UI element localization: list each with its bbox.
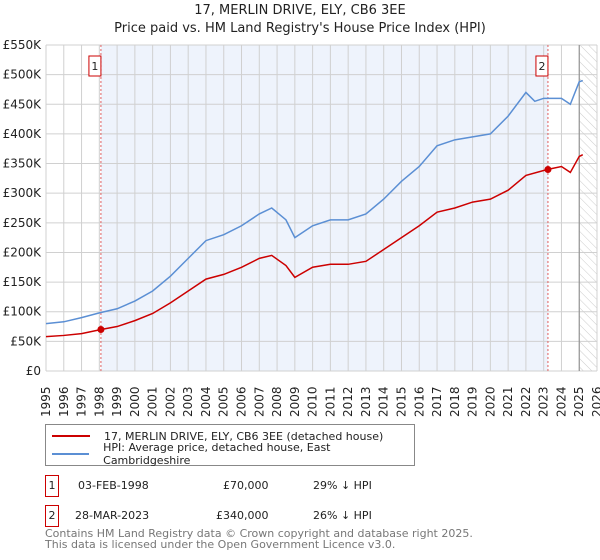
sale-point: [544, 165, 552, 173]
x-tick-label: 2002: [163, 386, 177, 417]
plot-area: 1995 1996 1997 1998 1999 2000 2001 2002 2003 2004…: [3, 38, 600, 417]
x-tick-label: 2004: [199, 386, 213, 417]
legend-swatch-red: [52, 435, 90, 437]
marker-badge: 2: [45, 505, 59, 527]
y-tick-label: £150K: [3, 275, 43, 289]
x-tick-label: 2009: [288, 386, 302, 417]
x-tick-label: 2024: [554, 386, 568, 417]
x-tick-label: 2010: [306, 386, 320, 417]
annotation-label: 1: [91, 60, 98, 73]
x-tick-label: 2018: [448, 386, 462, 417]
x-tick-label: 1996: [57, 386, 71, 417]
annotation-label: 2: [538, 60, 545, 73]
x-tick-label: 1998: [92, 386, 106, 417]
y-tick-label: £0: [26, 364, 41, 378]
annotation-box: [88, 55, 102, 77]
x-tick-label: 2017: [430, 386, 444, 417]
legend: 17, MERLIN DRIVE, ELY, CB6 3EE (detached…: [45, 424, 415, 467]
x-tick-label: 2001: [146, 386, 160, 417]
x-tick-label: 2011: [323, 386, 337, 417]
x-tick-label: 2007: [252, 386, 266, 417]
y-tick-label: £500K: [3, 68, 43, 82]
x-tick-label: 2021: [501, 386, 515, 417]
footer-line-2: This data is licensed under the Open Gov…: [45, 538, 396, 551]
x-tick-label: 2000: [128, 386, 142, 417]
sale-price: £70,000: [223, 479, 269, 492]
marker-badge: 1: [45, 475, 59, 497]
y-tick-label: £300K: [3, 186, 43, 200]
x-tick-label: 2006: [235, 386, 249, 417]
x-tick-label: 2019: [466, 386, 480, 417]
sale-date: 28-MAR-2023: [75, 509, 150, 522]
table-row: 2 28-MAR-2023 £340,000 26% ↓ HPI: [45, 505, 545, 527]
y-tick-label: £350K: [3, 157, 43, 171]
y-tick-label: £200K: [3, 245, 43, 259]
footer-line-1: Contains HM Land Registry data © Crown c…: [45, 527, 473, 540]
sale-date: 03-FEB-1998: [78, 479, 149, 492]
x-tick-label: 2025: [572, 386, 586, 417]
series-line: [45, 79, 584, 325]
x-tick-label: 1995: [39, 386, 53, 417]
legend-swatch-blue: [52, 453, 90, 455]
annotation-box: [535, 55, 549, 77]
footer: Contains HM Land Registry data © Crown c…: [45, 528, 473, 550]
hpi-diff: 29% ↓ HPI: [313, 479, 372, 492]
x-tick-label: 2005: [217, 386, 231, 417]
y-tick-label: £450K: [3, 97, 43, 111]
sale-price: £340,000: [216, 509, 269, 522]
shaded-ownership-period: [100, 45, 548, 371]
x-tick-label: 2022: [519, 386, 533, 417]
hpi-diff: 26% ↓ HPI: [313, 509, 372, 522]
x-tick-label: 2003: [181, 386, 195, 417]
legend-label-hpi: HPI: Average price, detached house, East…: [103, 441, 331, 467]
x-tick-label: 2012: [341, 386, 355, 417]
y-tick-label: £400K: [3, 127, 43, 141]
chart-title: 17, MERLIN DRIVE, ELY, CB6 3EE: [194, 3, 406, 18]
x-tick-label: 1999: [110, 386, 124, 417]
x-tick-label: 2014: [377, 386, 391, 417]
y-tick-label: £250K: [3, 216, 43, 230]
forecast-hatch: [579, 45, 597, 371]
x-tick-label: 2013: [359, 386, 373, 417]
x-tick-label: 2023: [537, 386, 551, 417]
sale-point: [97, 326, 105, 334]
table-row: 1 03-FEB-1998 £70,000 29% ↓ HPI: [45, 475, 545, 497]
legend-label-property: 17, MERLIN DRIVE, ELY, CB6 3EE (detached…: [104, 429, 384, 443]
y-tick-label: £550K: [3, 38, 43, 52]
x-tick-label: 2015: [394, 386, 408, 417]
x-tick-label: 2016: [412, 386, 426, 417]
chart-subtitle: Price paid vs. HM Land Registry's House …: [114, 21, 486, 36]
y-tick-label: £100K: [3, 305, 43, 319]
y-tick-label: £50K: [10, 334, 42, 348]
series-line: [45, 153, 584, 338]
x-tick-label: 2008: [270, 386, 284, 417]
x-tick-label: 1997: [75, 386, 89, 417]
x-tick-label: 2026: [590, 386, 600, 417]
x-tick-label: 2020: [483, 386, 497, 417]
